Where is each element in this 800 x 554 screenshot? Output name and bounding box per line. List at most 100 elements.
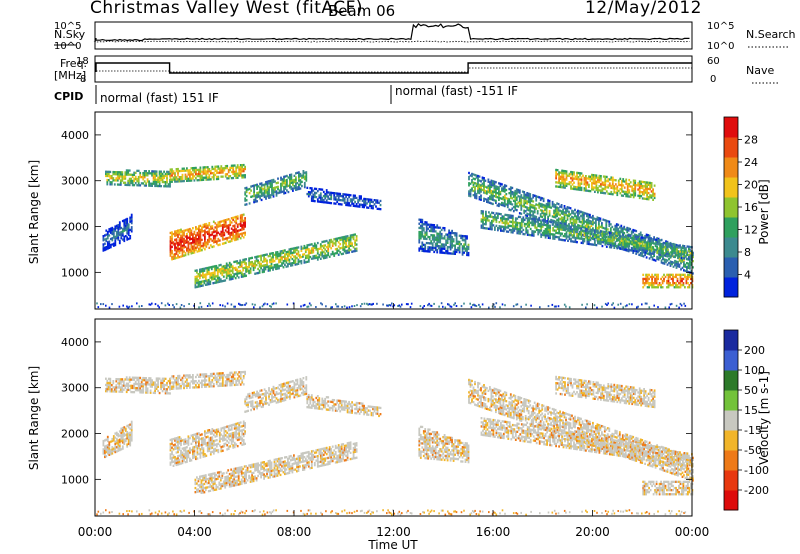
power-point (306, 256, 309, 259)
power-point (631, 243, 634, 246)
power-point (532, 218, 535, 221)
power-point (262, 188, 264, 191)
power-point (509, 190, 512, 193)
power-point (437, 232, 440, 235)
power-point (234, 277, 237, 280)
power-point (509, 196, 512, 199)
power-point (649, 196, 651, 199)
power-point (232, 164, 235, 167)
power-point (263, 189, 266, 192)
power-point (337, 245, 340, 248)
power-point (670, 247, 672, 250)
power-point (227, 268, 230, 271)
power-point (666, 273, 668, 276)
power-point (212, 271, 215, 274)
power-point (327, 251, 330, 255)
power-point (340, 238, 343, 241)
power-point (209, 266, 212, 269)
power-point (251, 260, 253, 264)
power-point (555, 181, 557, 184)
power-point (687, 262, 690, 265)
power-point (343, 237, 346, 241)
power-point (296, 182, 299, 185)
power-point (102, 247, 105, 250)
power-point (583, 238, 586, 241)
power-point (254, 194, 257, 197)
power-point (492, 190, 494, 193)
power-point (474, 178, 476, 181)
power-point (180, 236, 182, 240)
power-point (684, 273, 686, 276)
power-point (267, 269, 270, 272)
power-point (117, 232, 120, 235)
power-point (559, 226, 562, 229)
power-point (458, 247, 461, 250)
power-point (325, 189, 328, 192)
power-point (537, 233, 540, 236)
power-point (612, 234, 615, 237)
power-point (196, 269, 198, 272)
power-point (421, 235, 424, 238)
power-point (511, 197, 514, 200)
power-point (211, 165, 214, 169)
power-point (249, 267, 252, 270)
power-point (324, 240, 327, 243)
power-point (437, 226, 440, 229)
power-point (533, 209, 536, 212)
power-point (630, 230, 633, 233)
power-point (562, 208, 564, 211)
power-point (370, 206, 373, 210)
power-point (439, 241, 442, 244)
power-point (363, 203, 365, 207)
power-point (591, 237, 593, 240)
power-point (223, 233, 226, 237)
power-point (213, 273, 216, 276)
power-point (658, 239, 660, 242)
power-point (106, 247, 109, 250)
power-point (358, 195, 361, 198)
power-point (677, 261, 679, 264)
power-point (502, 204, 505, 207)
power-point (189, 179, 191, 182)
power-point (589, 179, 592, 182)
power-point (154, 170, 156, 173)
power-point (183, 167, 185, 170)
power-point (594, 243, 596, 246)
power-point (251, 256, 253, 259)
power-point (544, 216, 546, 220)
power-point (588, 177, 590, 180)
power-point (212, 178, 215, 181)
power-point (520, 196, 523, 199)
power-point (658, 243, 660, 246)
power-point (294, 246, 297, 250)
power-point (588, 189, 590, 193)
power-point (647, 237, 650, 240)
power-point (683, 251, 686, 254)
power-point (266, 303, 269, 306)
power-point (294, 251, 297, 254)
power-point (564, 184, 566, 187)
power-point (588, 230, 590, 233)
power-point (309, 249, 312, 252)
power-point (506, 199, 509, 202)
power-point (198, 233, 200, 236)
power-point (472, 173, 475, 176)
power-point (319, 247, 322, 250)
power-point (234, 305, 236, 308)
power-point (346, 199, 349, 203)
power-point (253, 194, 255, 198)
power-point (196, 279, 198, 282)
power-point (118, 221, 121, 224)
power-point (597, 229, 599, 233)
power-point (530, 206, 533, 209)
power-point (484, 189, 487, 193)
power-point (126, 228, 129, 231)
power-point (232, 218, 235, 221)
power-point (535, 195, 538, 198)
power-point (266, 253, 268, 256)
power-point (224, 173, 227, 176)
power-point (480, 218, 483, 221)
power-point (647, 198, 650, 201)
power-point (245, 203, 248, 206)
power-point (653, 250, 656, 253)
